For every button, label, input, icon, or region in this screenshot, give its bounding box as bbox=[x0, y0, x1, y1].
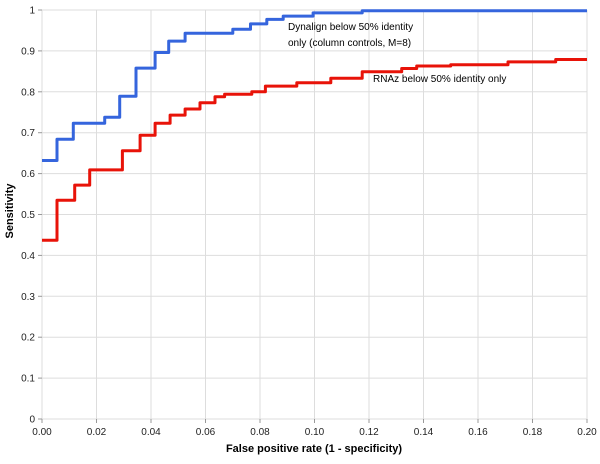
y-tick-label: 0.1 bbox=[21, 374, 35, 385]
x-tick-label: 0.02 bbox=[87, 427, 107, 438]
annotation-layer: Dynalign below 50% identity only (column … bbox=[288, 22, 506, 85]
y-tick-label: 1 bbox=[29, 6, 35, 17]
x-tick-label: 0.04 bbox=[141, 427, 161, 438]
y-tick-label: 0.3 bbox=[21, 292, 35, 303]
x-tick-label: 0.20 bbox=[577, 427, 597, 438]
x-tick-label: 0.00 bbox=[32, 427, 52, 438]
y-tick-label: 0 bbox=[29, 415, 35, 426]
tick-layer: 0.00 0.02 0.04 0.06 0.08 0.10 0.12 0.14 0.16 0.18… bbox=[21, 6, 597, 439]
annotation-rnaz-label: RNAz below 50% identity only bbox=[373, 74, 506, 85]
series-layer bbox=[42, 9, 587, 242]
x-tick-label: 0.06 bbox=[196, 427, 216, 438]
gridline-layer bbox=[41, 9, 588, 420]
annotation-dynalign-label: only (column controls, M=8) bbox=[288, 38, 411, 49]
x-tick-label: 0.08 bbox=[250, 427, 270, 438]
y-tick-label: 0.4 bbox=[21, 251, 35, 262]
y-tick-label: 0.8 bbox=[21, 87, 35, 98]
x-axis-title: False positive rate (1 - specificity) bbox=[226, 443, 402, 455]
series-line-rnaz bbox=[42, 58, 587, 242]
y-tick-label: 0.5 bbox=[21, 210, 35, 221]
y-tick-label: 0.2 bbox=[21, 333, 35, 344]
x-tick-label: 0.12 bbox=[359, 427, 379, 438]
x-tick-label: 0.18 bbox=[523, 427, 543, 438]
series-line-dynalign bbox=[42, 9, 587, 162]
y-tick-label: 0.6 bbox=[21, 169, 35, 180]
x-tick-label: 0.14 bbox=[414, 427, 434, 438]
y-axis-title: Sensitivity bbox=[4, 183, 16, 239]
x-tick-label: 0.10 bbox=[305, 427, 325, 438]
x-tick-label: 0.16 bbox=[468, 427, 488, 438]
y-tick-label: 0.9 bbox=[21, 46, 35, 57]
y-tick-label: 0.7 bbox=[21, 128, 35, 139]
annotation-dynalign-label: Dynalign below 50% identity bbox=[288, 22, 413, 33]
